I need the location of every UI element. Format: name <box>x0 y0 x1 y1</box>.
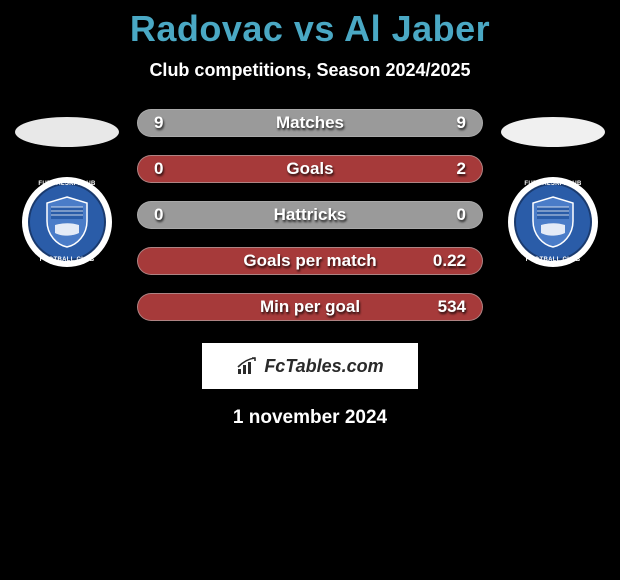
stat-left-value: 0 <box>154 205 190 225</box>
stat-bar: 0 Goals 2 <box>137 155 483 183</box>
left-player-ellipse <box>15 117 119 147</box>
badge-text-top: FUDBALSKI KLUB <box>508 181 598 187</box>
stat-label: Goals <box>286 159 333 179</box>
stat-label: Goals per match <box>243 251 376 271</box>
stat-right-value: 2 <box>430 159 466 179</box>
main-row: FUDBALSKI KLUB FOOTBALL CLUB 9 Matches 9 0 G… <box>0 109 620 321</box>
shield-icon <box>529 195 577 249</box>
stat-right-value: 534 <box>430 297 466 317</box>
stats-column: 9 Matches 9 0 Goals 2 0 Hattricks 0 Goals per mat… <box>137 109 483 321</box>
right-player-ellipse <box>501 117 605 147</box>
stat-label: Matches <box>276 113 344 133</box>
stat-bar: 9 Matches 9 <box>137 109 483 137</box>
left-column: FUDBALSKI KLUB FOOTBALL CLUB <box>15 109 119 267</box>
stat-left-value: 9 <box>154 113 190 133</box>
subtitle: Club competitions, Season 2024/2025 <box>0 60 620 81</box>
badge-text-bottom: FOOTBALL CLUB <box>22 257 112 263</box>
chart-icon <box>236 357 258 375</box>
badge-text-top: FUDBALSKI KLUB <box>22 181 112 187</box>
stat-label: Min per goal <box>260 297 360 317</box>
stat-bar: 0 Hattricks 0 <box>137 201 483 229</box>
stat-label: Hattricks <box>274 205 347 225</box>
attribution-label: FcTables.com <box>264 356 383 377</box>
stat-right-value: 0.22 <box>430 251 466 271</box>
badge-text-bottom: FOOTBALL CLUB <box>508 257 598 263</box>
left-club-badge: FUDBALSKI KLUB FOOTBALL CLUB <box>22 177 112 267</box>
right-column: FUDBALSKI KLUB FOOTBALL CLUB <box>501 109 605 267</box>
attribution-box: FcTables.com <box>202 343 418 389</box>
stat-right-value: 0 <box>430 205 466 225</box>
page-title: Radovac vs Al Jaber <box>0 8 620 50</box>
infographic-root: Radovac vs Al Jaber Club competitions, S… <box>0 0 620 580</box>
shield-icon <box>43 195 91 249</box>
stat-bar: Min per goal 534 <box>137 293 483 321</box>
stat-right-value: 9 <box>430 113 466 133</box>
stat-left-value: 0 <box>154 159 190 179</box>
stat-bar: Goals per match 0.22 <box>137 247 483 275</box>
date-label: 1 november 2024 <box>0 407 620 429</box>
right-club-badge: FUDBALSKI KLUB FOOTBALL CLUB <box>508 177 598 267</box>
